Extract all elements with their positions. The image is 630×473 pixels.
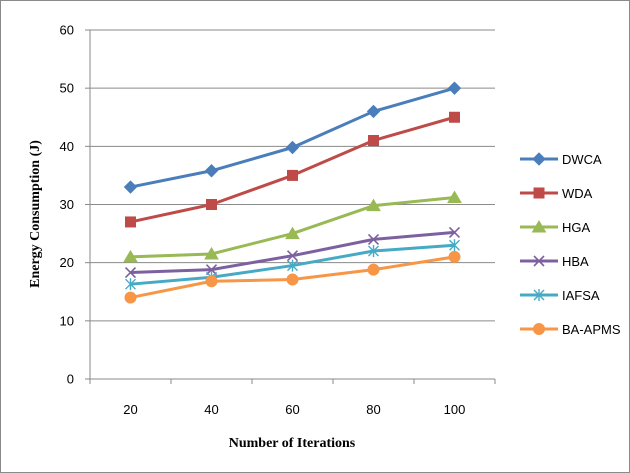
data-point — [366, 104, 381, 119]
legend-marker — [533, 289, 545, 301]
y-tick-label: 60 — [60, 23, 74, 38]
data-point — [366, 198, 381, 212]
data-point — [449, 239, 460, 252]
data-point — [205, 275, 218, 288]
data-point — [123, 249, 138, 263]
legend-label: HGA — [562, 220, 591, 235]
series-hga — [123, 190, 462, 263]
legend-label: DWCA — [562, 152, 602, 167]
data-point — [286, 250, 299, 262]
legend-marker — [533, 255, 545, 267]
series-ba-apms — [124, 250, 461, 304]
data-point — [125, 278, 136, 291]
y-tick-label: 40 — [60, 139, 74, 154]
data-point — [124, 266, 137, 279]
series-dwca — [123, 81, 462, 194]
y-tick-labels: 0 10 20 30 40 50 60 — [60, 23, 74, 387]
series-wda — [125, 111, 460, 228]
gridlines — [90, 29, 495, 322]
legend-marker — [533, 323, 545, 335]
data-point — [287, 169, 298, 181]
y-tick-label: 0 — [67, 372, 74, 387]
axes — [85, 29, 496, 384]
data-point — [204, 246, 219, 260]
legend-item: HBA — [520, 254, 589, 269]
series-group — [123, 81, 462, 304]
data-point — [368, 245, 379, 258]
legend-item: HGA — [520, 220, 591, 235]
data-point — [367, 233, 380, 245]
series-line — [130, 115, 455, 224]
x-tick-label: 100 — [444, 402, 466, 417]
x-tick-label: 80 — [366, 402, 380, 417]
data-point — [449, 111, 460, 123]
y-axis-title: Energy Consumption (J) — [28, 140, 43, 288]
data-point — [285, 140, 300, 155]
legend-item: IAFSA — [520, 288, 600, 303]
y-tick-label: 20 — [60, 255, 74, 270]
data-point — [285, 226, 300, 240]
legend-marker — [533, 187, 545, 199]
data-point — [368, 135, 379, 147]
data-point — [287, 259, 298, 272]
legend-label: BA-APMS — [562, 322, 621, 337]
legend-marker — [532, 152, 546, 166]
x-axis-title: Number of Iterations — [229, 436, 356, 451]
series-hba — [124, 226, 461, 279]
legend-item: BA-APMS — [520, 322, 621, 337]
legend-marker — [531, 220, 547, 233]
legend: DWCA WDA HGA HBA IAFSA BA-APMS — [520, 152, 621, 337]
legend-label: HBA — [562, 254, 589, 269]
x-tick-label: 60 — [285, 402, 299, 417]
data-point — [367, 263, 380, 276]
data-point — [448, 250, 461, 263]
data-point — [124, 291, 137, 304]
data-point — [448, 226, 461, 238]
y-tick-label: 10 — [60, 313, 74, 328]
y-tick-label: 30 — [60, 197, 74, 212]
x-tick-label: 40 — [204, 402, 218, 417]
legend-item: WDA — [520, 186, 593, 201]
data-point — [123, 180, 138, 194]
legend-item: DWCA — [520, 152, 602, 167]
x-tick-label: 20 — [123, 402, 137, 417]
legend-label: WDA — [562, 186, 593, 201]
data-point — [125, 216, 136, 228]
y-tick-label: 50 — [60, 81, 74, 96]
data-point — [447, 81, 462, 95]
x-tick-labels: 20 40 60 80 100 — [123, 402, 465, 417]
data-point — [206, 199, 217, 210]
data-point — [447, 190, 462, 204]
data-point — [286, 273, 299, 286]
legend-label: IAFSA — [562, 288, 600, 303]
data-point — [204, 164, 219, 178]
